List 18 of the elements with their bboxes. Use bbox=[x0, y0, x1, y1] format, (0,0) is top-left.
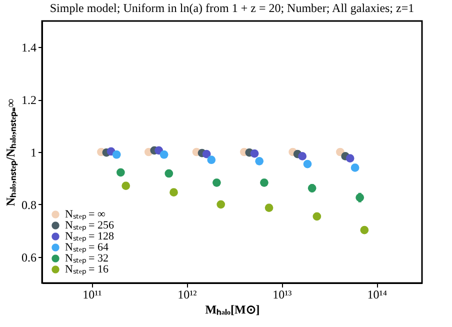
legend-label: Nₛₜₑₚ = 256 bbox=[65, 220, 114, 232]
y-tick-label: 1.4 bbox=[22, 40, 36, 55]
y-tick-label: 1.2 bbox=[22, 93, 36, 108]
chart-title: Simple model; Uniform in ln(a) from 1 + z = 20; Number; All galaxies; z=1 bbox=[50, 1, 414, 15]
y-tick-label: 0.6 bbox=[22, 250, 36, 264]
x-tick-label: 10¹³ bbox=[272, 288, 292, 302]
x-axis-title: Mₕₐₗₒ[M⊙] bbox=[205, 302, 260, 316]
x-tick-label: 10¹¹ bbox=[82, 288, 102, 302]
legend-label: Nₛₜₑₚ = 16 bbox=[65, 264, 109, 276]
legend-label: Nₛₜₑₚ = 64 bbox=[65, 242, 109, 254]
y-tick-label: 0.8 bbox=[22, 198, 36, 212]
y-tick-label: 1 bbox=[30, 146, 36, 160]
y-axis-title: Nₕₐₗₒ,ₙₛₜₑₚ/Nₕₐₗₒ,ₙₛₜₑₚ₌∞ bbox=[4, 98, 18, 206]
legend-label: Nₛₜₑₚ = 32 bbox=[65, 252, 108, 264]
legend-label: Nₛₜₑₚ = ∞ bbox=[65, 208, 106, 220]
x-tick-label: 10¹⁴ bbox=[367, 288, 388, 302]
legend-label: Nₛₜₑₚ = 128 bbox=[65, 230, 114, 242]
x-tick-label: 10¹² bbox=[178, 288, 198, 302]
